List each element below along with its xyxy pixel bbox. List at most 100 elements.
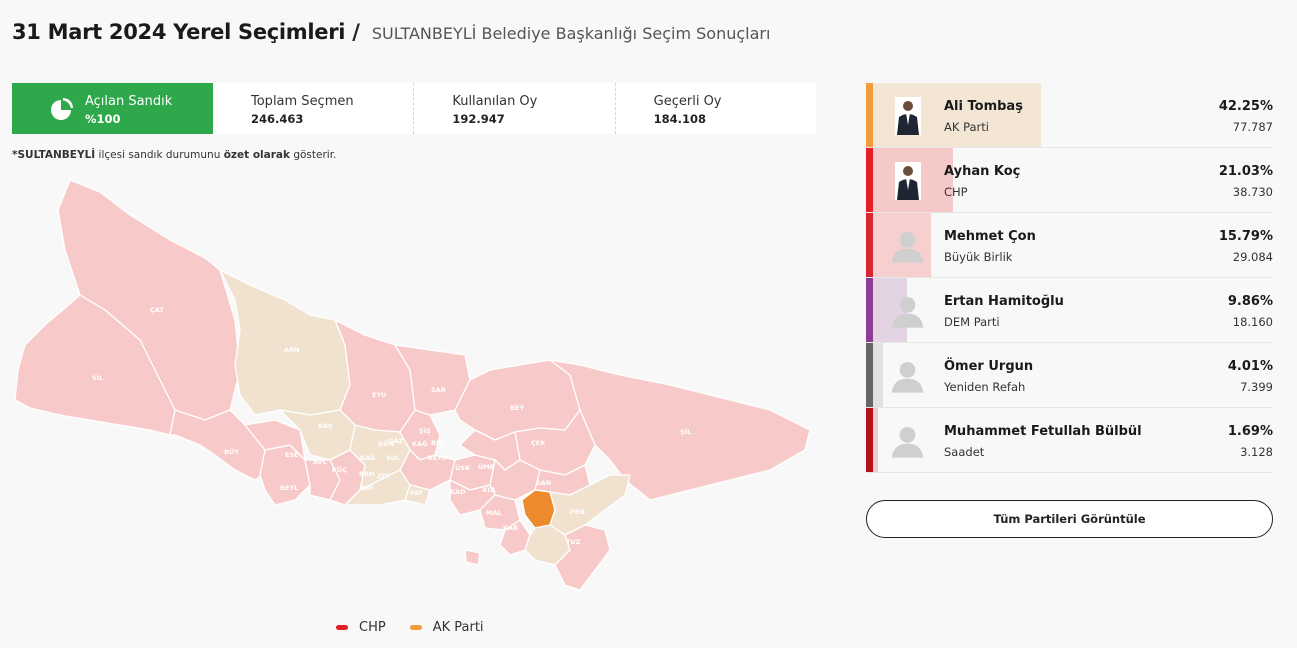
- avatar-placeholder-icon: [890, 357, 925, 395]
- district-tuz[interactable]: [554, 524, 611, 591]
- view-all-parties-button[interactable]: Tüm Partileri Görüntüle: [866, 500, 1273, 538]
- district-label: KAR: [503, 524, 518, 532]
- candidate-votes: 3.128: [1240, 445, 1273, 459]
- candidate-party: DEM Parti: [944, 315, 1000, 329]
- stat-opened-value: %100: [85, 112, 121, 126]
- district-adalar[interactable]: [464, 549, 481, 566]
- district-label: SAN: [536, 479, 551, 487]
- district-label: BEYL: [280, 484, 298, 492]
- district-label: AVC: [313, 458, 328, 466]
- district-bey-east[interactable]: [454, 359, 581, 441]
- district-label: EYÜ: [372, 390, 386, 399]
- district-label: ŞİŞ: [419, 426, 431, 435]
- district-label: BAY: [360, 484, 374, 492]
- avatar-placeholder-icon: [890, 292, 925, 330]
- candidate-votes: 77.787: [1232, 120, 1273, 134]
- district-label: BEYO: [428, 454, 448, 462]
- district-label: GÜN: [378, 439, 394, 448]
- party-color-stripe: [866, 213, 873, 277]
- party-color-stripe: [866, 343, 873, 407]
- district-label: GAZ: [388, 437, 403, 445]
- party-color-stripe: [866, 278, 873, 342]
- candidate-row[interactable]: Ali Tombaş AK Parti 42.25% 77.787: [866, 83, 1273, 148]
- district-label: FAT: [410, 489, 423, 497]
- district-label: SUL: [386, 454, 400, 462]
- candidate-row[interactable]: Mehmet Çon Büyük Birlik 15.79% 29.084: [866, 213, 1273, 278]
- district-label: ATA: [482, 486, 496, 494]
- district-label: SİL: [92, 373, 103, 382]
- avatar-placeholder-icon: [890, 227, 925, 265]
- istanbul-district-map[interactable]: ÇAT SİL ARN EYÜ SAR BEY ŞİL ÇEK BAŞ BÜY …: [10, 170, 820, 610]
- candidate-row[interactable]: Ömer Urgun Yeniden Refah 4.01% 7.399: [866, 343, 1273, 408]
- district-sil-west[interactable]: [14, 294, 176, 436]
- candidate-votes: 18.160: [1232, 315, 1273, 329]
- district-buy[interactable]: [169, 409, 271, 481]
- district-label: BÜY: [224, 447, 239, 456]
- legend-label: AK Parti: [432, 620, 484, 635]
- candidate-list: Ali Tombaş AK Parti 42.25% 77.787 Ayhan Koç C…: [866, 83, 1273, 473]
- party-color-stripe: [866, 83, 873, 147]
- candidate-name: Mehmet Çon: [944, 229, 1036, 244]
- candidate-votes: 29.084: [1232, 250, 1273, 264]
- district-fat[interactable]: [404, 484, 431, 506]
- candidate-percent: 1.69%: [1227, 424, 1273, 439]
- stat-valid-votes: Geçerli Oy 184.108: [616, 83, 816, 134]
- stat-total-value: 246.463: [251, 112, 304, 126]
- candidate-percent: 15.79%: [1218, 229, 1273, 244]
- stats-bar: Açılan Sandık %100 Toplam Seçmen 246.463…: [12, 83, 816, 134]
- legend-swatch: [409, 625, 422, 630]
- legend-item-chp: CHP: [336, 620, 386, 635]
- note-district: SULTANBEYLİ: [17, 149, 96, 161]
- district-label: PEN: [570, 508, 585, 516]
- party-color-stripe: [866, 408, 873, 472]
- stat-used-label: Kullanılan Oy: [452, 94, 538, 109]
- district-label: ÜSK: [455, 463, 471, 472]
- legend-item-ak: AK Parti: [409, 620, 484, 635]
- page-title: 31 Mart 2024 Yerel Seçimleri: [12, 20, 346, 44]
- district-label: ESE: [285, 451, 299, 459]
- district-label: BAŞ: [318, 422, 333, 430]
- district-label: TUZ: [566, 538, 581, 546]
- note-bold: özet olarak: [223, 149, 290, 161]
- district-sultanbeyli-selected[interactable]: [521, 489, 556, 529]
- candidate-percent: 21.03%: [1218, 164, 1273, 179]
- district-pen[interactable]: [549, 474, 631, 536]
- candidate-name: Ali Tombaş: [944, 99, 1023, 114]
- pie-chart-icon: [51, 98, 73, 120]
- district-label: ÜMR: [478, 462, 495, 471]
- page-subtitle: SULTANBEYLİ Belediye Başkanlığı Seçim So…: [371, 24, 771, 43]
- candidate-photo: [890, 162, 925, 200]
- candidate-name: Ömer Urgun: [944, 359, 1034, 374]
- page-header: 31 Mart 2024 Yerel Seçimleri / SULTANBEY…: [12, 20, 770, 44]
- stat-valid-label: Geçerli Oy: [653, 94, 722, 109]
- district-label: BAĞ: [360, 453, 375, 462]
- candidate-votes: 7.399: [1240, 380, 1273, 394]
- candidate-percent: 4.01%: [1227, 359, 1273, 374]
- legend-swatch: [336, 625, 348, 630]
- candidate-row[interactable]: Ayhan Koç CHP 21.03% 38.730: [866, 148, 1273, 213]
- district-label: KAĞ: [412, 439, 427, 448]
- candidate-party: Saadet: [944, 445, 985, 459]
- candidate-row[interactable]: Muhammet Fetullah Bülbül Saadet 1.69% 3.128: [866, 408, 1273, 473]
- stat-total-label: Toplam Seçmen: [251, 94, 354, 109]
- district-arn[interactable]: [219, 269, 351, 416]
- candidate-party: CHP: [944, 185, 968, 199]
- candidate-party: Yeniden Refah: [944, 380, 1026, 394]
- stat-opened-label: Açılan Sandık: [85, 94, 173, 109]
- candidate-name: Ayhan Koç: [944, 164, 1021, 179]
- candidate-photo: [890, 97, 925, 135]
- note-text-2: gösterir.: [289, 149, 337, 161]
- district-label: MAL: [486, 509, 502, 517]
- avatar-placeholder-icon: [890, 422, 925, 460]
- district-label: KAD: [450, 488, 466, 496]
- stat-used-votes: Kullanılan Oy 192.947: [414, 83, 616, 134]
- map-note: *SULTANBEYLİ ilçesi sandık durumunu özet…: [12, 149, 337, 161]
- stat-valid-value: 184.108: [653, 112, 707, 126]
- map-legend: CHP AK Parti: [336, 620, 508, 635]
- candidate-row[interactable]: Ertan Hamitoğlu DEM Parti 9.86% 18.160: [866, 278, 1273, 343]
- party-color-stripe: [866, 148, 873, 212]
- district-labels: ÇAT SİL ARN EYÜ SAR BEY ŞİL ÇEK BAŞ BÜY …: [92, 306, 691, 546]
- map-svg[interactable]: ÇAT SİL ARN EYÜ SAR BEY ŞİL ÇEK BAŞ BÜY …: [10, 170, 820, 610]
- district-label: BEY: [510, 404, 524, 412]
- stat-total-voters: Toplam Seçmen 246.463: [213, 83, 415, 134]
